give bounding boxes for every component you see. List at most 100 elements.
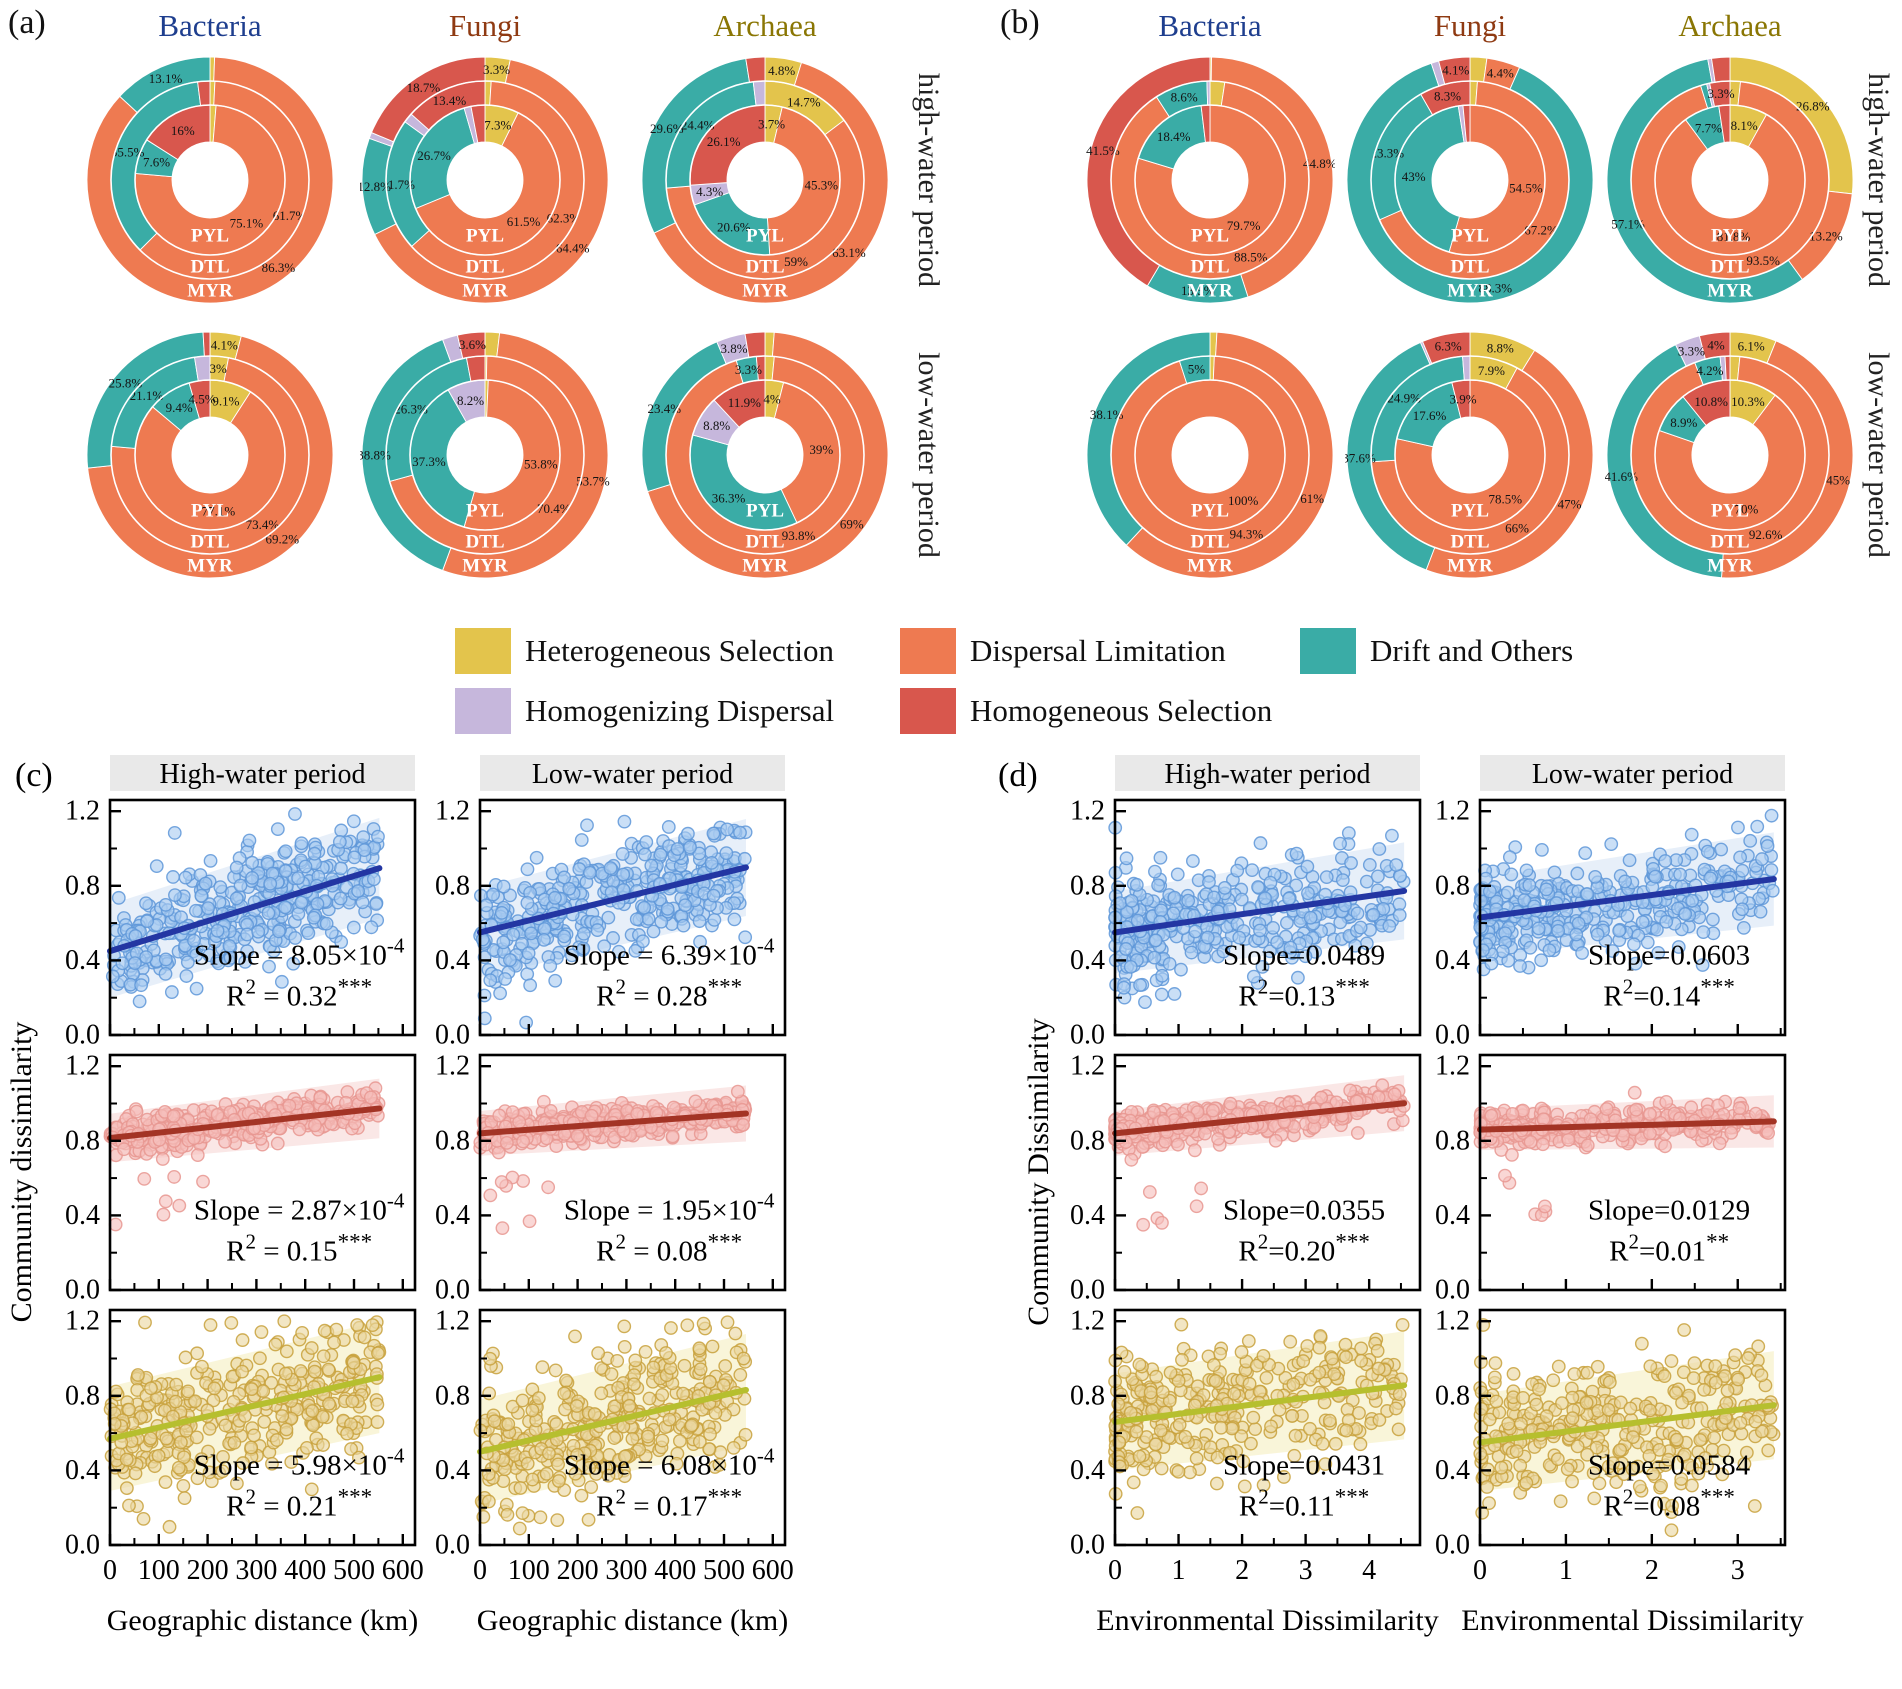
svg-text:1.2: 1.2 <box>435 1051 470 1082</box>
svg-text:0.4: 0.4 <box>435 1455 470 1486</box>
svg-text:MYR: MYR <box>1707 281 1753 302</box>
svg-text:0: 0 <box>103 1555 117 1586</box>
svg-text:0.0: 0.0 <box>1070 1275 1105 1306</box>
svg-text:PYL: PYL <box>746 226 784 247</box>
svg-text:21.1%: 21.1% <box>130 388 164 403</box>
svg-text:57.1%: 57.1% <box>1611 216 1645 231</box>
svg-text:0.8: 0.8 <box>1070 1380 1105 1411</box>
svg-text:1.2: 1.2 <box>1435 1051 1470 1082</box>
svg-text:1.2: 1.2 <box>65 796 100 827</box>
svg-text:75.1%: 75.1% <box>230 216 264 231</box>
slope-annotation: Slope = 6.39×10-4 <box>564 934 775 972</box>
scatter-c-row0-col1: 0.0 0.4 0.8 1.2 Slope = 6.39×10-4R2 = 0.28**… <box>435 796 787 1051</box>
donut-b-bacteria-low-water: 100% 94.3% 5% 61% 38.1% PYL DTL MYR <box>1086 331 1334 579</box>
svg-text:26.1%: 26.1% <box>707 134 741 149</box>
period-header: High-water period <box>159 759 365 790</box>
svg-text:41.5%: 41.5% <box>1086 143 1120 158</box>
legend-item-homogeneous-selection: Homogeneous Selection <box>900 688 1272 734</box>
svg-text:47%: 47% <box>1558 497 1582 512</box>
slope-annotation: Slope = 6.08×10-4 <box>564 1444 775 1482</box>
svg-text:53.8%: 53.8% <box>524 457 558 472</box>
svg-text:0.8: 0.8 <box>1070 870 1105 901</box>
svg-text:37.6%: 37.6% <box>1345 450 1376 465</box>
svg-text:3.3%: 3.3% <box>483 62 510 77</box>
svg-text:0.0: 0.0 <box>1070 1020 1105 1051</box>
svg-text:26.8%: 26.8% <box>1796 99 1830 114</box>
svg-text:0.8: 0.8 <box>65 870 100 901</box>
r-squared-annotation: R2=0.20*** <box>1238 1230 1369 1268</box>
svg-text:0.8: 0.8 <box>435 870 470 901</box>
svg-text:MYR: MYR <box>1447 281 1493 302</box>
svg-text:4.5%: 4.5% <box>189 392 216 407</box>
svg-text:0.4: 0.4 <box>435 1200 470 1231</box>
svg-text:1.2: 1.2 <box>1070 1306 1105 1337</box>
donut-a-bacteria-low-water: 9.1% 77.1% 9.4%4.5% 3% 73.4% 21.1% 4.1% 69.2% 25… <box>86 331 334 579</box>
svg-text:6.1%: 6.1% <box>1738 339 1765 354</box>
r-squared-annotation: R2 = 0.08*** <box>596 1230 742 1268</box>
svg-text:PYL: PYL <box>1191 501 1229 522</box>
svg-text:300: 300 <box>235 1555 277 1586</box>
svg-text:0.8: 0.8 <box>65 1125 100 1156</box>
svg-text:PYL: PYL <box>1711 501 1749 522</box>
svg-text:PYL: PYL <box>1191 226 1229 247</box>
svg-text:24.9%: 24.9% <box>1387 391 1421 406</box>
svg-text:4%: 4% <box>1707 337 1725 352</box>
svg-text:DTL: DTL <box>190 532 229 553</box>
svg-text:0.4: 0.4 <box>1070 945 1105 976</box>
r-squared-annotation: R2=0.13*** <box>1238 975 1369 1013</box>
svg-text:23.3%: 23.3% <box>1371 145 1405 160</box>
svg-text:DTL: DTL <box>1450 532 1489 553</box>
svg-text:0.4: 0.4 <box>1070 1455 1105 1486</box>
svg-text:61.7%: 61.7% <box>273 208 307 223</box>
svg-text:4.8%: 4.8% <box>768 63 795 78</box>
svg-text:64.4%: 64.4% <box>556 241 590 256</box>
svg-text:1.2: 1.2 <box>435 1306 470 1337</box>
homogeneous-selection-swatch <box>900 688 956 734</box>
svg-text:0.0: 0.0 <box>65 1530 100 1561</box>
svg-text:69.2%: 69.2% <box>266 532 300 547</box>
svg-text:DTL: DTL <box>1190 532 1229 553</box>
svg-text:44.8%: 44.8% <box>1303 156 1335 171</box>
r-squared-annotation: R2=0.08*** <box>1603 1485 1734 1523</box>
svg-text:PYL: PYL <box>191 501 229 522</box>
svg-text:DTL: DTL <box>1710 257 1749 278</box>
svg-text:8.9%: 8.9% <box>1670 415 1697 430</box>
slope-annotation: Slope = 5.98×10-4 <box>194 1444 405 1482</box>
svg-text:45%: 45% <box>1826 472 1850 487</box>
x-axis-label: Environmental Dissimilarity <box>1461 1604 1803 1637</box>
legend-item-heterogeneous-selection: Heterogeneous Selection <box>455 628 834 674</box>
svg-text:MYR: MYR <box>742 281 788 302</box>
panel-b-title-fungi: Fungi <box>1433 8 1507 43</box>
svg-text:3: 3 <box>1299 1555 1313 1586</box>
svg-text:4: 4 <box>1362 1555 1376 1586</box>
legend-label: Heterogeneous Selection <box>525 633 835 668</box>
slope-annotation: Slope=0.0489 <box>1223 940 1385 972</box>
svg-text:1.2: 1.2 <box>65 1306 100 1337</box>
svg-text:88.3%: 88.3% <box>1479 281 1513 296</box>
svg-text:43%: 43% <box>1402 169 1426 184</box>
legend-item-drift-and-others: Drift and Others <box>1300 628 1573 674</box>
svg-text:45.3%: 45.3% <box>805 177 839 192</box>
svg-text:8.8%: 8.8% <box>703 418 730 433</box>
svg-text:0.8: 0.8 <box>1435 870 1470 901</box>
svg-text:8.6%: 8.6% <box>1171 89 1198 104</box>
svg-text:0.0: 0.0 <box>1435 1275 1470 1306</box>
svg-text:PYL: PYL <box>466 501 504 522</box>
svg-text:4.4%: 4.4% <box>1487 66 1514 81</box>
svg-text:0.0: 0.0 <box>65 1275 100 1306</box>
donut-a-fungi-high-water: 7.3% 61.5% 26.7% 62.3% 21.7% 13.4% 3.3% 64.4% 12… <box>360 56 609 304</box>
svg-text:3.7%: 3.7% <box>758 116 785 131</box>
svg-text:86.3%: 86.3% <box>262 260 296 275</box>
svg-text:DTL: DTL <box>1450 257 1489 278</box>
scatter-c-row1-col0: 0.0 0.4 0.8 1.2 Slope = 2.87×10-4R2 = 0.15**… <box>65 1051 417 1306</box>
svg-text:10.3%: 10.3% <box>1731 394 1765 409</box>
svg-text:MYR: MYR <box>187 281 233 302</box>
svg-text:18.4%: 18.4% <box>1157 129 1191 144</box>
svg-text:400: 400 <box>654 1555 696 1586</box>
svg-text:69%: 69% <box>840 517 864 532</box>
x-axis-label: Environmental Dissimilarity <box>1096 1604 1438 1637</box>
svg-text:12.8%: 12.8% <box>360 179 391 194</box>
